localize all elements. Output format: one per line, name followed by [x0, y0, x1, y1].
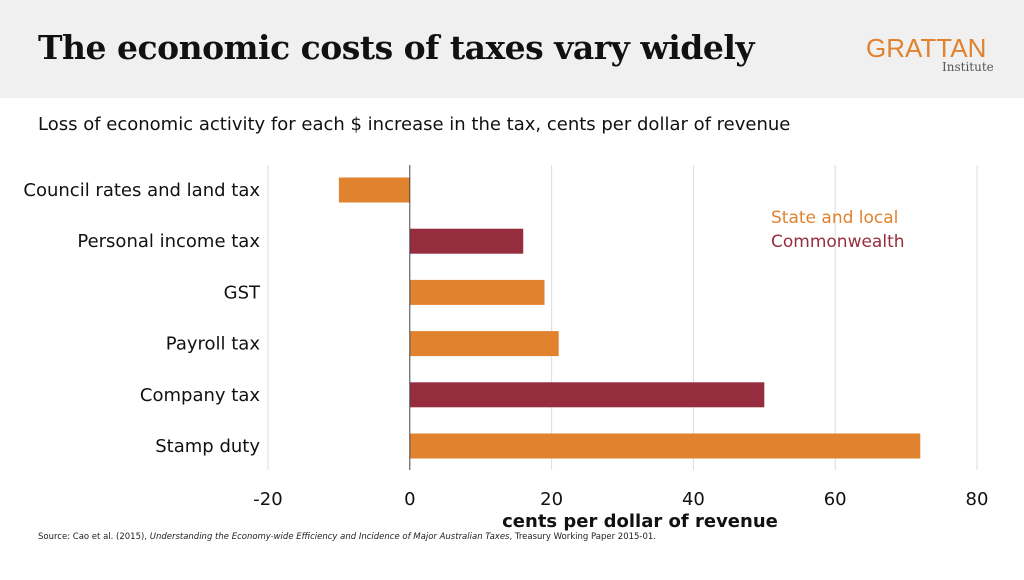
category-label: Company tax [140, 385, 260, 406]
source-prefix: Source: Cao et al. (2015), [38, 532, 150, 542]
category-label: GST [224, 282, 261, 303]
x-axis-label: cents per dollar of revenue [502, 511, 778, 532]
bar [409, 279, 545, 305]
x-tick-label: 40 [682, 489, 705, 510]
bar [409, 331, 559, 357]
header-band: The economic costs of taxes vary widely … [0, 0, 1024, 98]
chart-title: Loss of economic activity for each $ inc… [38, 114, 791, 135]
bar [338, 177, 410, 203]
source-suffix: , Treasury Working Paper 2015-01. [509, 532, 657, 542]
x-tick-label: 0 [404, 489, 415, 510]
legend-entry-state: State and local [771, 208, 898, 228]
bar [409, 433, 921, 459]
x-tick-label: -20 [253, 489, 282, 510]
category-label: Stamp duty [155, 436, 260, 457]
x-tick-label: 60 [824, 489, 847, 510]
grattan-logo-subtitle: Institute [942, 60, 994, 74]
category-label: Council rates and land tax [23, 180, 260, 201]
category-label: Personal income tax [77, 231, 260, 252]
legend-entry-commonwealth: Commonwealth [771, 232, 905, 252]
grattan-logo: GRATTAN [866, 33, 987, 63]
bar [409, 382, 765, 408]
x-tick-label: 20 [540, 489, 563, 510]
source-title: Understanding the Economy-wide Efficienc… [149, 532, 510, 542]
source-note: Source: Cao et al. (2015), Understanding… [38, 532, 656, 542]
bar [409, 228, 524, 254]
category-label: Payroll tax [166, 334, 261, 355]
page-title: The economic costs of taxes vary widely [38, 28, 755, 67]
x-tick-label: 80 [966, 489, 989, 510]
